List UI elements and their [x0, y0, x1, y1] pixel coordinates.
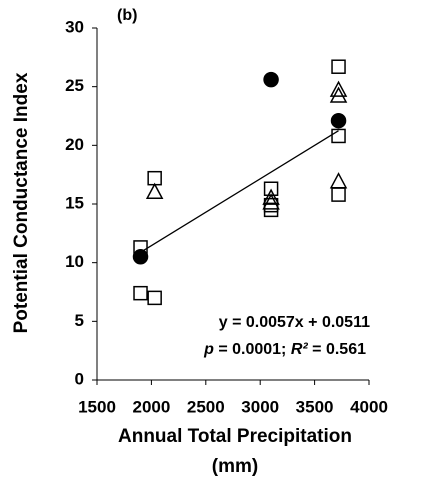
point	[331, 59, 346, 74]
point	[133, 285, 148, 301]
y-tick-label: 5	[75, 311, 84, 330]
point	[263, 71, 279, 88]
point	[331, 128, 346, 144]
stats-part: R²	[291, 341, 309, 358]
y-tick-label: 0	[75, 369, 84, 388]
x-tick-label: 4000	[350, 397, 388, 416]
point	[330, 112, 347, 129]
x-tick-label: 3000	[241, 397, 279, 416]
point	[263, 202, 279, 218]
panel-label: (b)	[117, 7, 137, 24]
stats-part: = 0.561	[308, 341, 366, 358]
y-tick-label: 25	[65, 76, 84, 95]
y-tick-label: 30	[65, 17, 84, 36]
stats-part: = 0.0001;	[214, 341, 291, 358]
x-axis-title: Annual Total Precipitation	[118, 426, 352, 447]
point	[262, 193, 280, 210]
x-tick-label: 2000	[132, 397, 170, 416]
point	[263, 197, 279, 213]
stats: p = 0.0001; R² = 0.561	[203, 341, 366, 358]
x-tick-label: 2500	[187, 397, 225, 416]
trendline	[140, 130, 339, 253]
x-axis-title: (mm)	[212, 456, 258, 477]
point	[329, 80, 348, 97]
point	[331, 187, 346, 202]
point	[145, 182, 164, 200]
x-tick-label: 3500	[296, 397, 334, 416]
y-axis-title: Potential Conductance Index	[11, 72, 32, 333]
point	[133, 240, 148, 255]
y-tick-label: 20	[65, 135, 84, 154]
point	[329, 172, 348, 189]
stats-part: p	[203, 341, 214, 358]
y-tick-label: 10	[65, 252, 84, 271]
y-tick-label: 15	[65, 193, 84, 212]
x-tick-label: 1500	[78, 397, 116, 416]
point	[262, 188, 280, 205]
point	[329, 86, 348, 103]
equation: y = 0.0057x + 0.0511	[219, 314, 370, 331]
point	[147, 290, 162, 306]
point	[132, 249, 149, 265]
